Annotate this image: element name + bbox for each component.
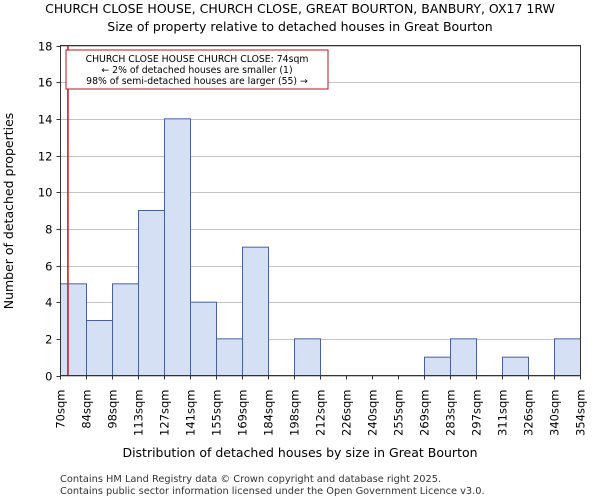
y-tick-label: 18 [38, 40, 53, 54]
y-tick-label: 6 [45, 260, 52, 274]
annotation-box: CHURCH CLOSE HOUSE CHURCH CLOSE: 74sqm ←… [65, 49, 329, 90]
x-tick-label: 212sqm [314, 390, 328, 436]
x-axis-ticks: 70sqm 84sqm 98sqm 113sqm 127sqm 141sqm 155sqm 1… [54, 375, 588, 436]
annotation-frame [65, 49, 329, 90]
y-axis-label: Number of detached properties [1, 113, 16, 310]
bar [502, 356, 529, 376]
bar [216, 338, 243, 377]
x-tick-label: 283sqm [444, 390, 458, 436]
y-tick-label: 12 [38, 150, 53, 164]
y-tick-label: 4 [45, 296, 52, 310]
chart-subtitle: Size of property relative to detached ho… [107, 19, 492, 34]
x-tick-label: 340sqm [548, 390, 562, 436]
bar [190, 301, 217, 376]
annotation-line-2: ← 2% of detached houses are smaller (1) [101, 65, 292, 76]
annotation-line-3: 98% of semi-detached houses are larger (… [86, 76, 308, 87]
x-tick-label: 326sqm [522, 390, 536, 436]
x-tick-label: 269sqm [418, 390, 432, 436]
bar [424, 356, 451, 376]
x-tick-label: 240sqm [366, 390, 380, 436]
x-tick-label: 354sqm [574, 390, 588, 436]
y-tick-label: 16 [38, 76, 53, 90]
bar [112, 283, 139, 377]
x-tick-label: 184sqm [262, 390, 276, 436]
y-tick-label: 0 [45, 370, 52, 384]
x-axis-label: Distribution of detached houses by size … [122, 445, 477, 460]
y-tick-label: 8 [45, 223, 52, 237]
x-tick-label: 198sqm [288, 390, 302, 436]
bars [60, 118, 581, 377]
y-axis-ticks: 0 2 4 6 8 10 12 14 16 18 [38, 40, 61, 384]
x-tick-label: 226sqm [340, 390, 354, 436]
chart-title: CHURCH CLOSE HOUSE, CHURCH CLOSE, GREAT … [45, 1, 555, 16]
bar [86, 320, 113, 376]
x-tick-label: 84sqm [80, 390, 94, 429]
bar [60, 283, 87, 377]
x-tick-label: 70sqm [54, 390, 68, 429]
bar [164, 118, 191, 376]
x-tick-label: 127sqm [158, 390, 172, 436]
footer-line-2: Contains public sector information licen… [60, 486, 485, 497]
footer-line-1: Contains HM Land Registry data © Crown c… [60, 474, 441, 485]
bar [450, 338, 477, 377]
bar [242, 246, 269, 376]
bar [554, 338, 581, 377]
y-tick-label: 14 [38, 113, 53, 127]
bar [138, 210, 165, 376]
y-tick-label: 10 [38, 186, 53, 200]
y-tick-label: 2 [45, 333, 52, 347]
x-tick-label: 98sqm [106, 390, 120, 429]
x-tick-label: 141sqm [184, 390, 198, 436]
annotation-line-1: CHURCH CLOSE HOUSE CHURCH CLOSE: 74sqm [86, 54, 309, 65]
x-tick-label: 297sqm [470, 390, 484, 436]
x-tick-label: 169sqm [236, 390, 250, 436]
x-tick-label: 113sqm [132, 390, 146, 436]
x-tick-label: 255sqm [392, 390, 406, 436]
x-tick-label: 311sqm [496, 390, 510, 436]
bar [294, 338, 321, 377]
x-tick-label: 155sqm [210, 390, 224, 436]
